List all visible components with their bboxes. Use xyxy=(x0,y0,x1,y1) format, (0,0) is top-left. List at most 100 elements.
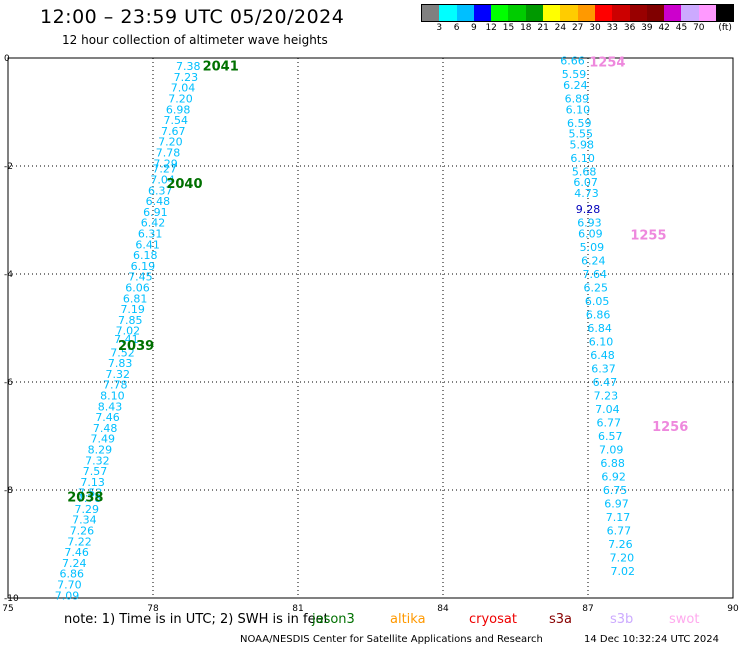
legend-swatch xyxy=(612,5,630,21)
wave-height-value: 6.42 xyxy=(141,217,166,230)
wave-height-value: 7.02 xyxy=(116,325,141,338)
satellite-legend-altika: altika xyxy=(390,612,426,627)
wave-height-value: 6.24 xyxy=(581,255,606,268)
legend-swatches xyxy=(421,4,735,22)
wave-height-value: 7.20 xyxy=(168,93,193,106)
wave-height-value: 6.59 xyxy=(567,117,592,130)
wave-height-value: 7.46 xyxy=(64,546,89,559)
wave-height-value: 6.09 xyxy=(578,228,603,241)
wave-height-value: 6.37 xyxy=(591,363,616,376)
legend-tick-label: 3 xyxy=(436,23,443,33)
wave-height-value: 6.88 xyxy=(600,457,625,470)
wave-height-value: 5.98 xyxy=(569,138,594,151)
pass-number-label: 1254 xyxy=(589,56,625,71)
legend-tick-label: 45 xyxy=(675,23,688,33)
legend-swatch xyxy=(422,5,440,21)
legend-swatch xyxy=(698,5,717,21)
x-tick-label: 87 xyxy=(582,604,593,612)
wave-height-value: 7.27 xyxy=(152,163,177,176)
legend-tick-label: 6 xyxy=(453,23,460,33)
wave-height-value: 8.10 xyxy=(100,390,125,403)
wave-height-value: 7.09 xyxy=(599,444,624,457)
wave-height-value: 6.66 xyxy=(560,55,585,68)
x-tick-label: 90 xyxy=(727,604,739,612)
legend-swatch xyxy=(577,5,595,21)
wave-height-value: 6.41 xyxy=(135,238,160,251)
legend-tick-label: 33 xyxy=(606,23,619,33)
legend-swatch xyxy=(629,5,647,21)
wave-height-value: 7.78 xyxy=(156,147,181,160)
satellite-legend: jason3 altika cryosat s3a s3b swot xyxy=(0,612,740,630)
y-tick-label: -4 xyxy=(4,270,13,280)
wave-height-value: 7.34 xyxy=(72,514,97,527)
wave-height-value: 7.83 xyxy=(108,357,133,370)
x-tick-label: 78 xyxy=(147,604,159,612)
wave-height-value: 7.02 xyxy=(611,565,636,578)
wave-height-value: 7.70 xyxy=(57,579,82,592)
wave-height-value: 7.64 xyxy=(583,268,608,281)
y-tick-label: -2 xyxy=(4,162,13,172)
wave-height-value: 6.86 xyxy=(60,568,85,581)
wave-height-value: 7.29 xyxy=(75,503,100,516)
wave-height-value: 7.67 xyxy=(161,125,186,138)
wave-height-value: 6.06 xyxy=(125,282,150,295)
legend-swatch xyxy=(646,5,665,21)
wave-height-value: 7.38 xyxy=(176,60,201,73)
wave-height-value: 6.25 xyxy=(583,282,608,295)
legend-tick-label: 21 xyxy=(537,23,549,33)
wave-height-value: 6.81 xyxy=(123,292,148,305)
wave-height-value: 7.04 xyxy=(171,82,196,95)
satellite-legend-s3a: s3a xyxy=(549,612,573,627)
pass-number-label: 2040 xyxy=(166,177,202,192)
wave-height-value: 7.20 xyxy=(610,552,635,565)
legend-swatch xyxy=(681,5,699,21)
credit-text: NOAA/NESDIS Center for Satellite Applica… xyxy=(240,634,543,645)
legend-tick-label: 42 xyxy=(658,23,670,33)
legend-swatch xyxy=(439,5,457,21)
wave-height-value: 6.57 xyxy=(598,430,623,443)
wave-height-value: 7.53 xyxy=(78,487,103,500)
wave-height-plot: 75 78 81 84 87 900-2-4-6-8-107.387.237.047.20… xyxy=(2,54,739,612)
wave-height-value: 7.04 xyxy=(150,174,175,187)
legend-unit-label: (ft) xyxy=(718,23,732,33)
wave-height-value: 7.23 xyxy=(594,390,619,403)
wave-height-value: 7.52 xyxy=(110,346,135,359)
satellite-legend-s3b: s3b xyxy=(610,612,634,627)
wave-height-value: 6.86 xyxy=(586,309,611,322)
wave-height-value: 6.07 xyxy=(573,176,598,189)
wave-height-value: 7.41 xyxy=(114,333,139,346)
wave-height-value: 6.92 xyxy=(601,471,626,484)
wave-height-value: 8.29 xyxy=(88,444,113,457)
legend-tick-label: 24 xyxy=(554,23,567,33)
wave-height-value: 7.32 xyxy=(105,368,130,381)
wave-height-value: 7.54 xyxy=(163,114,188,127)
wave-height-value: 6.47 xyxy=(593,376,618,389)
wave-height-value: 6.91 xyxy=(143,206,168,219)
x-tick-label: 81 xyxy=(292,604,303,612)
legend-tick-label: 12 xyxy=(485,23,497,33)
chart-title: 12:00 – 23:59 UTC 05/20/2024 xyxy=(40,6,345,28)
y-tick-label: -8 xyxy=(4,486,13,496)
wave-height-value: 6.05 xyxy=(585,295,610,308)
legend-tick-label: 18 xyxy=(520,23,532,33)
wave-height-value: 6.10 xyxy=(566,103,591,116)
wave-height-value: 7.26 xyxy=(70,525,95,538)
y-tick-label: -10 xyxy=(4,594,19,604)
legend-tick-label: 39 xyxy=(641,23,653,33)
y-tick-label: -6 xyxy=(4,378,13,388)
pass-number-label: 2041 xyxy=(203,59,239,74)
wave-height-value: 7.45 xyxy=(128,271,153,284)
legend-swatch xyxy=(594,5,613,21)
x-tick-label: 84 xyxy=(437,604,449,612)
pass-number-label: 1256 xyxy=(652,420,688,435)
wave-height-value: 6.93 xyxy=(577,217,602,230)
wave-height-value: 7.49 xyxy=(90,433,115,446)
legend-swatch xyxy=(456,5,474,21)
wave-height-value: 7.29 xyxy=(153,157,178,170)
wave-height-value: 6.31 xyxy=(138,228,163,241)
timestamp-text: 14 Dec 10:32:24 UTC 2024 xyxy=(584,634,719,645)
legend-swatch xyxy=(525,5,544,21)
wave-height-value: 7.26 xyxy=(608,538,633,551)
wave-height-value: 6.24 xyxy=(563,79,588,92)
legend-tick-label: 15 xyxy=(502,23,515,33)
